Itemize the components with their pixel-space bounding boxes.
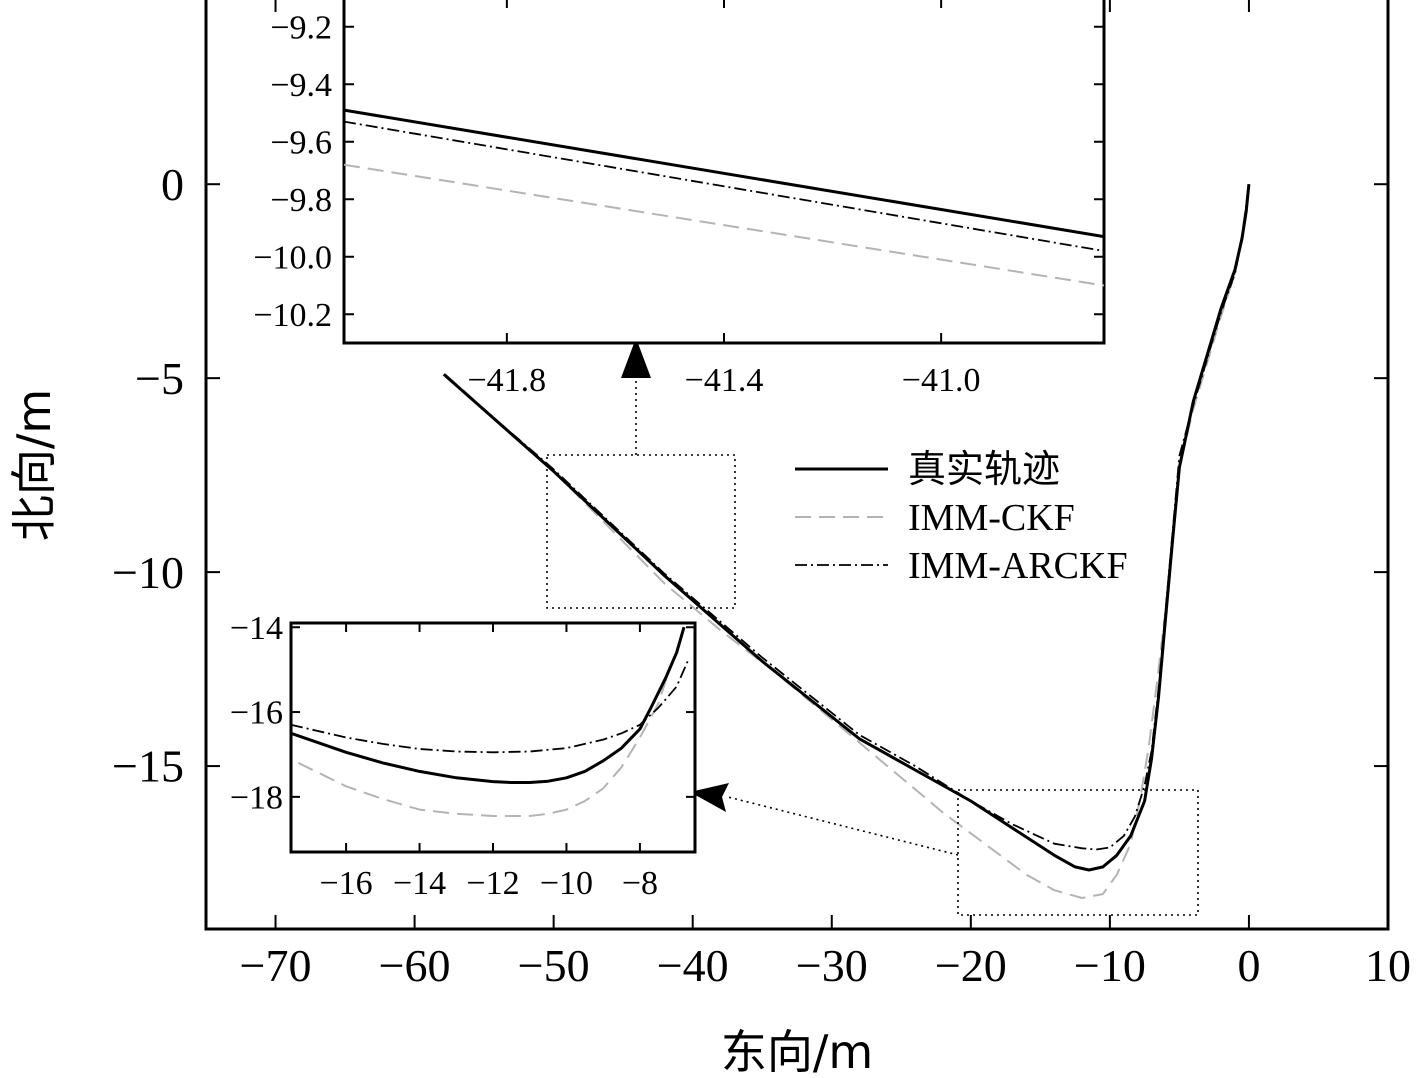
main-xtick-label: 10	[1365, 940, 1411, 991]
zoom-box-lower	[957, 789, 1199, 916]
zoom-leader-lower	[727, 796, 959, 856]
inset-bottom-ticks: −16 −14 −12 −10 −8 −14 −16 −18	[230, 610, 695, 902]
inset-bottom-series-solid	[291, 626, 686, 784]
main-ytick-label: −10	[112, 547, 184, 598]
inset-top-series-dashed	[344, 163, 1104, 287]
legend-background	[782, 450, 1162, 590]
main-xtick-label: −60	[379, 940, 451, 991]
inset-bottom: −16 −14 −12 −10 −8 −14 −16 −18	[230, 610, 697, 902]
inset-top-frame	[342, 0, 1106, 345]
inset-top-series-solid	[344, 108, 1104, 239]
inset-bottom-ytick-label: −14	[230, 610, 283, 647]
inset-top-ticks: −41.8 −41.4 −41.0 −9.2 −9.4 −9.6 −9.8 −10.0 −10.…	[253, 0, 1104, 399]
inset-top-ytick-label: −10.0	[253, 239, 332, 276]
legend-label-true: 真实轨迹	[908, 449, 1060, 491]
inset-top-series	[344, 108, 1104, 287]
inset-top-ytick-label: −9.8	[270, 182, 332, 219]
inset-top-ytick-label: −9.6	[270, 124, 332, 161]
inset-bottom-xtick-label: −12	[466, 865, 519, 902]
inset-bottom-frame	[289, 621, 697, 854]
inset-top-xtick-label: −41.8	[468, 362, 547, 399]
legend-label-ckf: IMM-CKF	[908, 497, 1075, 539]
inset-top-xtick-label: −41.4	[685, 362, 764, 399]
x-axis-title: 东向/m	[721, 1025, 873, 1078]
inset-bottom-series-dashdot	[291, 660, 689, 754]
main-plot-frame	[204, 0, 1390, 931]
legend-label-arckf: IMM-ARCKF	[908, 545, 1128, 587]
inset-bottom-xtick-label: −14	[393, 865, 446, 902]
main-series-solid	[442, 184, 1251, 872]
main-xtick-label: −10	[1074, 940, 1146, 991]
inset-bottom-ytick-label: −18	[230, 779, 283, 816]
main-xtick-label: −50	[518, 940, 590, 991]
inset-top-xtick-label: −41.0	[902, 362, 981, 399]
inset-top: −41.8 −41.4 −41.0 −9.2 −9.4 −9.6 −9.8 −10.0 −10.…	[253, 0, 1106, 399]
main-xtick-label: −70	[240, 940, 312, 991]
legend: 真实轨迹 IMM-CKF IMM-ARCKF	[782, 449, 1162, 590]
main-ytick-label: 0	[161, 159, 184, 210]
inset-bottom-ytick-label: −16	[230, 695, 283, 732]
zoom-box-upper	[546, 454, 736, 609]
inset-bottom-series-dashed	[297, 639, 682, 817]
main-ytick-label: −5	[135, 353, 184, 404]
main-series	[442, 184, 1251, 899]
inset-bottom-xtick-label: −10	[540, 865, 593, 902]
zoom-arrow-lower-icon	[690, 783, 729, 812]
inset-top-ytick-label: −9.2	[270, 9, 332, 46]
inset-bottom-xtick-label: −16	[319, 865, 372, 902]
inset-top-series-dashdot	[344, 120, 1104, 252]
main-ticks: −70 −60 −50 −40 −30 −20 −10 0 10 0 −5 −10 −15	[112, 0, 1411, 991]
main-xtick-label: −20	[935, 940, 1007, 991]
inset-top-ytick-label: −10.2	[253, 297, 332, 334]
y-axis-title: 北向/m	[7, 389, 61, 541]
main-chart: −70 −60 −50 −40 −30 −20 −10 0 10 0 −5 −10 −15 东向/m 北…	[7, 0, 1411, 1078]
inset-top-ytick-label: −9.4	[270, 67, 332, 104]
main-xtick-label: −40	[657, 940, 729, 991]
main-xtick-label: −30	[796, 940, 868, 991]
zoom-markers	[546, 338, 1199, 916]
main-ytick-label: −15	[112, 741, 184, 792]
main-xtick-label: 0	[1237, 940, 1260, 991]
inset-bottom-xtick-label: −8	[622, 865, 658, 902]
inset-bottom-series	[291, 626, 689, 817]
zoom-arrow-upper-icon	[621, 338, 651, 378]
